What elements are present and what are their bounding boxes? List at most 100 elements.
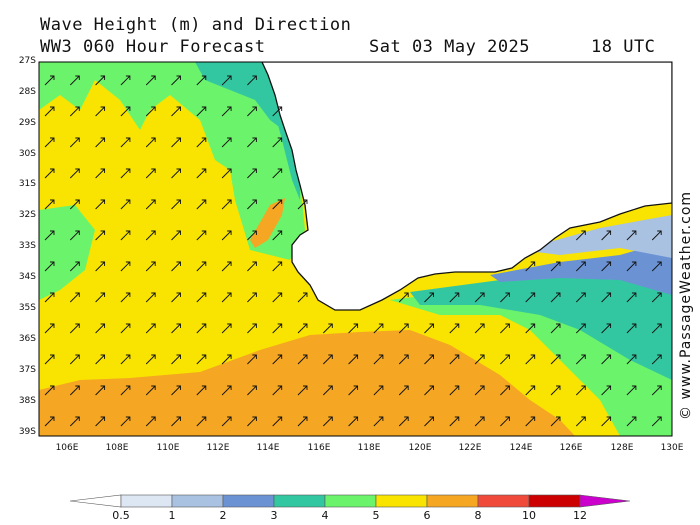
direction-arrow (626, 416, 637, 427)
direction-arrow (601, 323, 612, 334)
direction-arrow (272, 106, 283, 117)
direction-arrow (247, 354, 257, 365)
lon-label: 108E (105, 443, 129, 453)
lon-label: 118E (357, 443, 381, 453)
direction-arrow (95, 323, 106, 334)
direction-arrow (44, 137, 55, 148)
direction-arrow (145, 323, 156, 334)
direction-arrow (601, 230, 612, 241)
direction-arrow (95, 106, 106, 117)
direction-arrow (626, 292, 637, 303)
direction-arrow (145, 230, 156, 241)
direction-arrow (221, 354, 232, 365)
direction-arrow (95, 292, 106, 303)
direction-arrow (601, 385, 612, 396)
direction-arrow (272, 416, 283, 427)
direction-arrow (651, 292, 662, 303)
direction-arrow (145, 137, 156, 148)
direction-arrow (247, 385, 257, 396)
direction-arrow (196, 230, 207, 241)
direction-arrow (272, 137, 283, 148)
direction-arrow (398, 416, 409, 427)
legend-swatch (222, 494, 275, 508)
legend-swatch (273, 494, 326, 508)
direction-arrow (247, 323, 257, 334)
direction-arrow (525, 416, 536, 427)
direction-arrow (449, 385, 460, 396)
lat-label: 31S (18, 179, 36, 189)
lat-label: 29S (18, 118, 36, 128)
direction-arrow (120, 385, 131, 396)
direction-arrow (44, 354, 55, 365)
direction-arrow (196, 416, 207, 427)
direction-arrow (145, 385, 156, 396)
direction-arrow (69, 261, 80, 272)
direction-arrow (651, 416, 662, 427)
direction-arrow (575, 354, 586, 365)
direction-arrow (69, 385, 80, 396)
direction-arrow (272, 168, 283, 179)
direction-arrow (449, 416, 460, 427)
direction-arrow (297, 323, 308, 334)
lat-label: 38S (18, 396, 36, 406)
direction-arrow (69, 168, 80, 179)
legend-label: 5 (372, 509, 380, 522)
direction-arrow (575, 323, 586, 334)
lat-label: 27S (18, 56, 36, 66)
lon-label: 116E (307, 443, 331, 453)
legend-swatch (171, 494, 224, 508)
direction-arrow (272, 385, 283, 396)
direction-arrow (69, 292, 80, 303)
lat-label: 36S (18, 334, 36, 344)
lat-label: 37S (18, 365, 36, 375)
lat-label: 35S (18, 303, 36, 313)
lon-label: 124E (509, 443, 533, 453)
forecast-date: Sat 03 May 2025 (369, 37, 531, 57)
direction-arrow (44, 168, 55, 179)
wave-height-field (39, 62, 672, 436)
lon-label: 112E (206, 443, 230, 453)
legend-label: 6 (423, 509, 431, 522)
lon-label: 114E (256, 443, 280, 453)
direction-arrow (120, 106, 131, 117)
direction-arrow (398, 292, 409, 303)
direction-arrow (221, 261, 232, 272)
direction-arrow (550, 261, 561, 272)
field-blue-south (490, 240, 672, 295)
direction-arrow (69, 416, 80, 427)
direction-arrow (221, 168, 232, 179)
direction-arrow (44, 292, 55, 303)
legend-label: 0.5 (112, 509, 130, 522)
direction-arrow (651, 230, 662, 241)
direction-arrow (348, 354, 359, 365)
direction-arrow (525, 292, 536, 303)
lon-label: 128E (610, 443, 634, 453)
direction-arrow (247, 261, 257, 272)
direction-arrow (272, 354, 283, 365)
direction-arrow (221, 106, 232, 117)
direction-arrow (525, 354, 536, 365)
field-green-west (39, 205, 95, 300)
legend-swatch (426, 494, 479, 508)
direction-arrow (626, 354, 637, 365)
direction-arrow (297, 292, 308, 303)
direction-arrow (145, 292, 156, 303)
direction-arrow (272, 292, 283, 303)
direction-arrow (196, 292, 207, 303)
direction-arrow (651, 261, 662, 272)
direction-arrow (500, 385, 510, 396)
direction-arrow (601, 261, 612, 272)
lat-label: 28S (18, 87, 36, 97)
direction-arrow (120, 261, 131, 272)
direction-arrow (626, 385, 637, 396)
direction-arrow (575, 261, 586, 272)
direction-arrow (525, 385, 536, 396)
forecast-label: WW3 060 Hour Forecast (40, 37, 266, 57)
direction-arrow (95, 385, 106, 396)
direction-arrow (196, 137, 207, 148)
direction-arrow (373, 323, 384, 334)
direction-arrow (196, 354, 207, 365)
direction-arrow (474, 416, 485, 427)
direction-arrow (196, 199, 207, 210)
